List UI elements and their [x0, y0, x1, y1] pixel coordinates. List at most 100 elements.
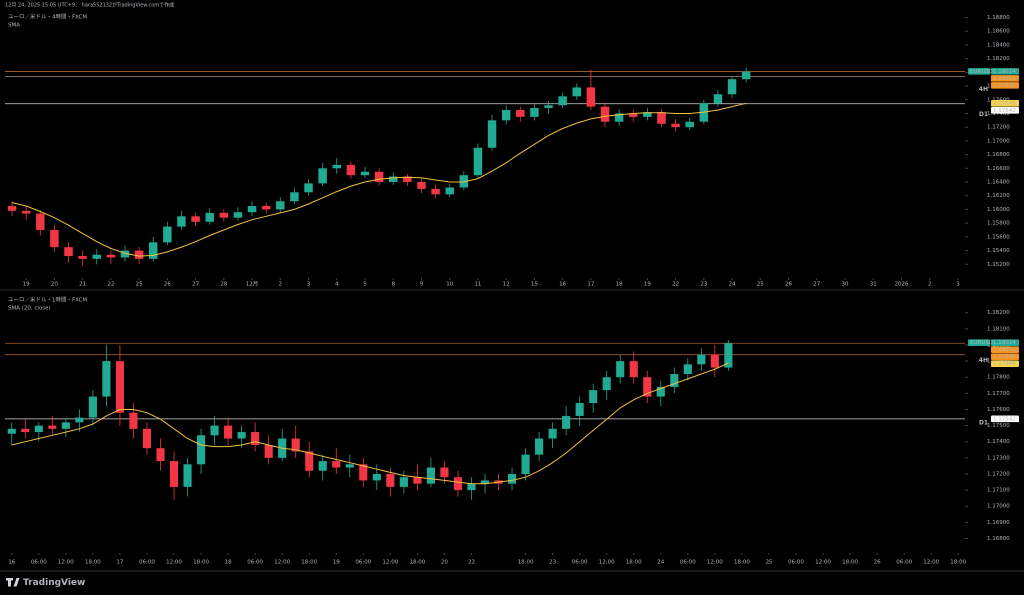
x-tick-label: 06:00	[788, 560, 804, 566]
candle-body	[149, 242, 158, 259]
x-tick-label: 22	[672, 282, 679, 288]
x-tick-label: 25	[757, 282, 764, 288]
x-tick-label: 18:00	[950, 560, 966, 566]
candle-body	[602, 377, 611, 391]
candle-body	[413, 477, 422, 484]
candle-body	[142, 428, 152, 449]
candle-body	[670, 374, 679, 387]
y-tick-label: 1.18600	[987, 29, 1010, 35]
x-tick-label: 24	[729, 282, 736, 288]
candle-body	[156, 448, 165, 462]
candle-body	[75, 417, 84, 423]
price-tag	[991, 75, 1019, 82]
y-tick-label: 1.17000	[987, 504, 1010, 510]
candle-body	[290, 192, 299, 202]
candle-body	[304, 183, 313, 193]
x-tick-label: 16	[559, 282, 566, 288]
candle-body	[183, 464, 192, 487]
x-tick-label: 18:00	[518, 560, 534, 566]
y-tick-label: 1.18200	[987, 310, 1010, 316]
x-tick-label: 2	[279, 282, 283, 288]
price-tag-label: 1.18014	[993, 340, 1016, 346]
candle-body	[727, 79, 737, 95]
x-tick-label: 18:00	[626, 560, 642, 566]
candle-body	[562, 415, 571, 429]
price-tag-label: 1.18011	[993, 76, 1016, 82]
candle-body	[106, 254, 116, 258]
candle-body	[426, 467, 435, 484]
x-tick-label: 19	[23, 282, 30, 288]
x-tick-label: 12:00	[58, 560, 74, 566]
candle-body	[389, 176, 398, 183]
price-tag-label: 1.17940	[993, 83, 1016, 89]
candle-body	[453, 477, 463, 491]
candle-body	[399, 477, 408, 487]
level-label: D1	[979, 111, 988, 118]
y-tick-label: 1.16200	[987, 193, 1010, 199]
candle-body	[34, 425, 43, 433]
candle-body	[233, 212, 243, 218]
candle-body	[129, 412, 138, 429]
y-tick-label: 1.17800	[987, 375, 1010, 381]
candle-body	[459, 175, 469, 188]
candle-body	[78, 256, 87, 259]
x-tick-label: 18:00	[85, 560, 101, 566]
x-tick-label: 10	[446, 282, 453, 288]
y-tick-label: 1.18400	[987, 42, 1010, 48]
candle-body	[120, 250, 130, 258]
candle-body	[685, 121, 694, 128]
x-tick-label: 12:00	[599, 560, 615, 566]
level-label: 4H	[979, 357, 988, 364]
price-tag	[991, 415, 1019, 423]
level-label: D1	[979, 419, 988, 426]
x-tick-label: 25	[136, 282, 143, 288]
candle-body	[219, 212, 229, 218]
price-tag-label: 1.18011	[993, 347, 1016, 353]
y-tick-label: 1.17400	[987, 439, 1010, 445]
x-tick-label: 18	[616, 282, 623, 288]
candle-body	[656, 386, 665, 397]
candle-body	[473, 147, 483, 176]
candle-body	[487, 120, 497, 148]
symbol-tag-label: EURUSD	[970, 340, 993, 346]
candle-body	[530, 107, 539, 117]
candle-body	[431, 188, 440, 195]
y-tick-label: 1.16000	[987, 207, 1010, 213]
x-tick-label: 24	[657, 560, 664, 566]
x-tick-label: 06:00	[31, 560, 47, 566]
candle-body	[261, 206, 271, 210]
candle-body	[374, 171, 384, 183]
candle-body	[643, 377, 652, 397]
candle-body	[92, 254, 101, 259]
x-tick-label: 4	[335, 282, 339, 288]
y-tick-label: 1.17300	[987, 455, 1010, 461]
x-tick-label: 19	[644, 282, 651, 288]
brand-logo	[6, 578, 20, 587]
candle-body	[177, 216, 186, 227]
candle-body	[115, 361, 124, 413]
chart-title: ユーロ／米ドル・1時間・FXCM	[8, 296, 87, 304]
candle-body	[7, 206, 17, 211]
candle-body	[480, 480, 490, 484]
price-tag-label: 1.17542	[993, 416, 1016, 422]
candle-body	[359, 464, 368, 481]
x-tick-label: 28	[220, 282, 227, 288]
candle-body	[386, 473, 395, 487]
candle-body	[88, 396, 97, 418]
candle-body	[467, 483, 476, 491]
x-tick-label: 31	[870, 282, 877, 288]
x-tick-label: 30	[842, 282, 849, 288]
x-tick-label: 18:00	[409, 560, 425, 566]
header-caption: 12月 24, 2025 15:05 UTC+9、 hara552132がTra…	[5, 2, 174, 9]
chart-subtitle: SMA	[8, 23, 20, 29]
candle-body	[197, 435, 206, 465]
price-tag	[991, 68, 1019, 75]
y-tick-label: 1.18100	[987, 326, 1010, 332]
x-tick-label: 15	[531, 282, 538, 288]
price-tag-label: 1.17888	[993, 361, 1016, 367]
candles	[7, 67, 751, 266]
candle-body	[205, 212, 214, 222]
candle-body	[332, 164, 341, 169]
symbol-tag	[968, 339, 990, 347]
x-tick-label: 06:00	[355, 560, 371, 566]
